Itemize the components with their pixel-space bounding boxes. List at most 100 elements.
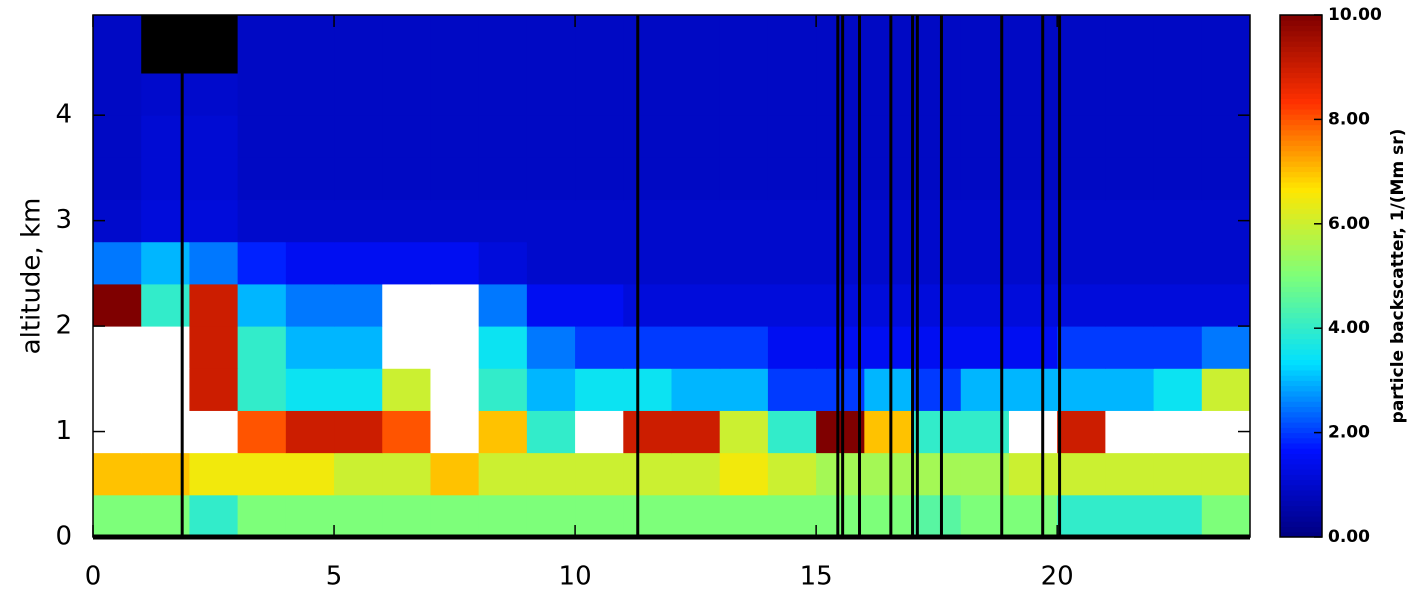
heatmap-cell <box>478 283 528 327</box>
colorbar-segment <box>1280 453 1322 460</box>
colorbar-segment <box>1280 401 1322 407</box>
heatmap-cell <box>526 241 576 285</box>
heatmap-cell <box>575 368 624 411</box>
colorbar-segment <box>1280 416 1322 423</box>
heatmap-cell <box>334 157 383 201</box>
heatmap-cell <box>671 73 721 116</box>
colorbar-segment <box>1280 15 1322 21</box>
heatmap-cell <box>478 15 528 74</box>
heatmap-cell <box>719 283 769 327</box>
heatmap-cell <box>430 452 480 496</box>
colorbar-frame <box>1279 14 1323 538</box>
heatmap-cell <box>189 241 239 285</box>
heatmap-cell <box>767 326 817 369</box>
colorbar-segment <box>1280 140 1322 146</box>
heatmap-cell <box>93 241 142 285</box>
heatmap-cell <box>1153 410 1203 454</box>
colorbar-segment <box>1280 67 1322 73</box>
heatmap-cell <box>478 199 528 243</box>
heatmap-cell <box>430 368 480 411</box>
heatmap-cell <box>575 326 624 369</box>
colorbar-segment <box>1280 521 1322 528</box>
heatmap-cell <box>671 115 721 158</box>
heatmap-cell <box>526 452 576 496</box>
heatmap-cell <box>478 494 528 538</box>
colorbar-segment <box>1280 155 1322 162</box>
colorbar-segment <box>1280 192 1322 199</box>
heatmap-cell <box>575 157 624 201</box>
heatmap-cell <box>1153 199 1203 243</box>
heatmap-cell <box>334 283 383 327</box>
heatmap-cell <box>1153 115 1203 158</box>
heatmap-cell <box>189 494 239 538</box>
heatmap-cell <box>285 115 335 158</box>
colorbar-segment <box>1280 145 1322 152</box>
heatmap-cell <box>382 410 431 454</box>
heatmap-cell <box>1105 283 1155 327</box>
heatmap-cell <box>671 157 721 201</box>
heatmap-cell <box>1057 241 1106 285</box>
heatmap-cell <box>1057 452 1106 496</box>
heatmap-cell <box>237 73 287 116</box>
heatmap-cell <box>382 157 431 201</box>
colorbar-segment <box>1280 495 1322 501</box>
colorbar-segment <box>1280 208 1322 214</box>
heatmap-cell <box>526 410 576 454</box>
x-tick-label: 5 <box>326 562 343 592</box>
heatmap-cell <box>526 494 576 538</box>
colorbar-segment <box>1280 484 1322 491</box>
heatmap-cell <box>575 73 624 116</box>
heatmap-cell <box>1008 368 1058 411</box>
heatmap-cell <box>767 494 817 538</box>
heatmap-cell <box>1105 73 1155 116</box>
heatmap-cell <box>526 368 576 411</box>
colorbar-segment <box>1280 443 1322 449</box>
heatmap-cell <box>1153 368 1203 411</box>
heatmap-cell <box>1105 15 1155 74</box>
heatmap-cell <box>719 15 769 74</box>
heatmap-cell <box>1057 115 1106 158</box>
heatmap-cell <box>382 15 431 74</box>
heatmap-cell <box>93 452 142 496</box>
heatmap-cell <box>864 326 914 369</box>
heatmap-cell <box>767 157 817 201</box>
heatmap-cell <box>285 368 335 411</box>
colorbar-segment <box>1280 213 1322 220</box>
heatmap-cell <box>189 15 239 74</box>
colorbar-segment <box>1280 265 1322 272</box>
heatmap-cell <box>1008 283 1058 327</box>
heatmap-cell <box>1153 73 1203 116</box>
heatmap-cell <box>719 368 769 411</box>
heatmap-cell <box>430 199 480 243</box>
heatmap-cell <box>864 410 914 454</box>
heatmap-cell <box>623 494 672 538</box>
heatmap-cell <box>816 73 865 116</box>
heatmap-cell <box>237 283 287 327</box>
heatmap-cell <box>334 73 383 116</box>
heatmap-cell <box>912 15 962 74</box>
heatmap-cell <box>912 494 962 538</box>
heatmap-cell <box>1201 368 1251 411</box>
colorbar-segment <box>1280 474 1322 481</box>
colorbar-segment <box>1280 35 1322 42</box>
heatmap-cell <box>1008 15 1058 74</box>
heatmap-cell <box>334 15 383 74</box>
heatmap-cell <box>237 494 287 538</box>
heatmap-cell <box>478 452 528 496</box>
colorbar-segment <box>1280 302 1322 308</box>
heatmap-cell <box>816 157 865 201</box>
heatmap-cell <box>1201 15 1251 74</box>
colorbar-segment <box>1280 187 1322 193</box>
colorbar-segment <box>1280 103 1322 110</box>
heatmap-cell <box>575 199 624 243</box>
colorbar-segment <box>1280 124 1322 131</box>
colorbar-segment <box>1280 255 1322 261</box>
colorbar-segment <box>1280 291 1322 298</box>
heatmap-cell <box>189 410 239 454</box>
y-tick-label: 4 <box>55 100 72 130</box>
colorbar-tick-label: 0.00 <box>1328 527 1370 547</box>
heatmap-cell <box>623 410 672 454</box>
heatmap-cell <box>864 73 914 116</box>
heatmap-cell <box>189 157 239 201</box>
